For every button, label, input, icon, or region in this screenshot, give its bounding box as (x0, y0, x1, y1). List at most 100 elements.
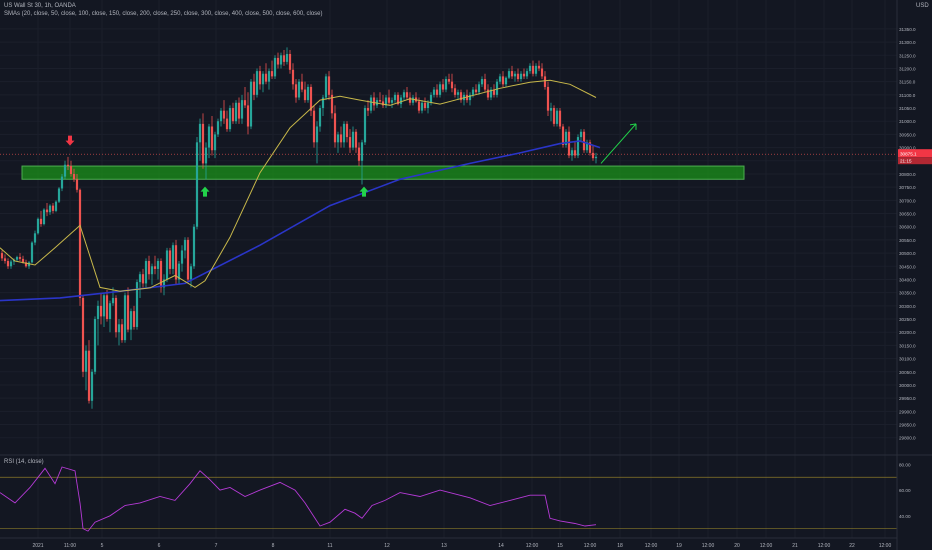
candle-body (489, 89, 493, 98)
candle-body (399, 97, 403, 105)
candle-body (42, 209, 46, 225)
candle-body (480, 79, 484, 85)
candle-body (339, 134, 343, 143)
candle-body (537, 65, 541, 69)
rsi-legend[interactable]: RSI (14, close) (4, 459, 44, 465)
candle-body (513, 73, 517, 77)
candle-body (309, 86, 313, 111)
candle-body (549, 108, 553, 111)
price-tick-label: 31350.0 (899, 27, 916, 32)
candle-body (453, 88, 457, 95)
currency-label: USD (916, 3, 929, 9)
candle-body (303, 89, 307, 101)
candle-body (486, 89, 490, 98)
sell-arrow-icon[interactable] (65, 135, 75, 146)
candle-body (402, 92, 406, 98)
price-axis[interactable]: 31350.0 31300.0 31250.0 31200.0 31150.0 31100… (898, 27, 932, 441)
time-tick-label: 6 (158, 543, 161, 549)
candle-body (198, 123, 202, 143)
time-tick-label: 7 (215, 543, 218, 549)
candle-body (543, 76, 547, 87)
price-tick-label: 30500.0 (899, 251, 916, 256)
price-tick-label: 31300.0 (899, 40, 916, 45)
candle-body (432, 89, 436, 95)
candle-body (213, 134, 217, 151)
candle-body (63, 164, 67, 177)
projection-arrow[interactable] (600, 123, 637, 164)
time-tick-label: 2021 (32, 543, 43, 549)
candle-body (156, 261, 160, 269)
candle-body (231, 108, 235, 122)
candle-body (141, 274, 145, 284)
candle-body (468, 94, 472, 101)
time-tick-label: 21 (792, 543, 798, 549)
candle-body (384, 97, 388, 106)
candle-body (417, 101, 421, 111)
price-tick-label: 31250.0 (899, 53, 916, 58)
time-tick-label: 15 (557, 543, 563, 549)
price-tick-label: 29950.0 (899, 396, 916, 401)
price-tick-label: 30400.0 (899, 277, 916, 282)
candle-body (351, 131, 355, 148)
candle-body (153, 266, 157, 269)
candle-body (510, 71, 514, 77)
candle-body (174, 245, 178, 280)
candle-body (276, 57, 280, 65)
candle-body (435, 89, 439, 95)
candle-body (57, 188, 61, 202)
candle-body (21, 258, 25, 263)
candle-body (423, 102, 427, 109)
time-axis[interactable]: 2021 11:00 5 6 7 8 11 12 13 14 12:00 15 12:00 18 12:00… (32, 543, 891, 549)
candle-body (171, 245, 175, 269)
candle-body (456, 92, 460, 95)
buy-arrow-icon[interactable] (200, 186, 210, 197)
annotations (65, 123, 637, 197)
candle-body (222, 110, 226, 119)
price-tick-label: 30600.0 (899, 225, 916, 230)
candle-body (108, 303, 112, 320)
candle-body (33, 233, 37, 243)
candle-body (18, 257, 22, 259)
candle-body (228, 108, 232, 130)
symbol-title[interactable]: US Wall St 30, 1h, OANDA (4, 3, 76, 9)
price-tick-label: 30200.0 (899, 330, 916, 335)
studies-legend[interactable]: SMAs (20, close, 50, close, 100, close, … (4, 11, 323, 17)
candle-body (525, 71, 529, 77)
candle-body (495, 81, 499, 95)
candle-body (60, 176, 64, 189)
price-tick-label: 29800.0 (899, 436, 916, 441)
candle-body (333, 113, 337, 143)
time-tick-label: 8 (272, 543, 275, 549)
candle-body (390, 100, 394, 103)
candle-body (111, 297, 115, 304)
candle-body (321, 97, 325, 109)
candle-body (528, 65, 532, 72)
time-tick-label: 14 (498, 543, 504, 549)
candle-body (534, 65, 538, 74)
time-tick-label: 11 (327, 543, 332, 549)
candle-body (564, 131, 568, 145)
time-tick-label: 12:00 (645, 543, 658, 549)
candle-body (336, 134, 340, 143)
candle-body (177, 263, 181, 280)
candle-body (393, 94, 397, 101)
candle-body (24, 262, 28, 267)
candle-body (570, 150, 574, 156)
candle-body (135, 282, 139, 327)
candle-body (216, 121, 220, 135)
support-zone-box[interactable] (21, 165, 745, 180)
candle-body (165, 250, 169, 280)
candle-body (369, 97, 373, 111)
candle-body (117, 324, 121, 333)
candlestick-series (0, 47, 598, 409)
candle-body (516, 73, 520, 80)
time-tick-label: 20 (734, 543, 740, 549)
price-tick-label: 31050.0 (899, 106, 916, 111)
candle-body (372, 97, 376, 106)
candle-body (318, 108, 322, 127)
candle-body (546, 86, 550, 111)
buy-arrow-icon[interactable] (359, 186, 369, 197)
candle-body (585, 142, 589, 151)
